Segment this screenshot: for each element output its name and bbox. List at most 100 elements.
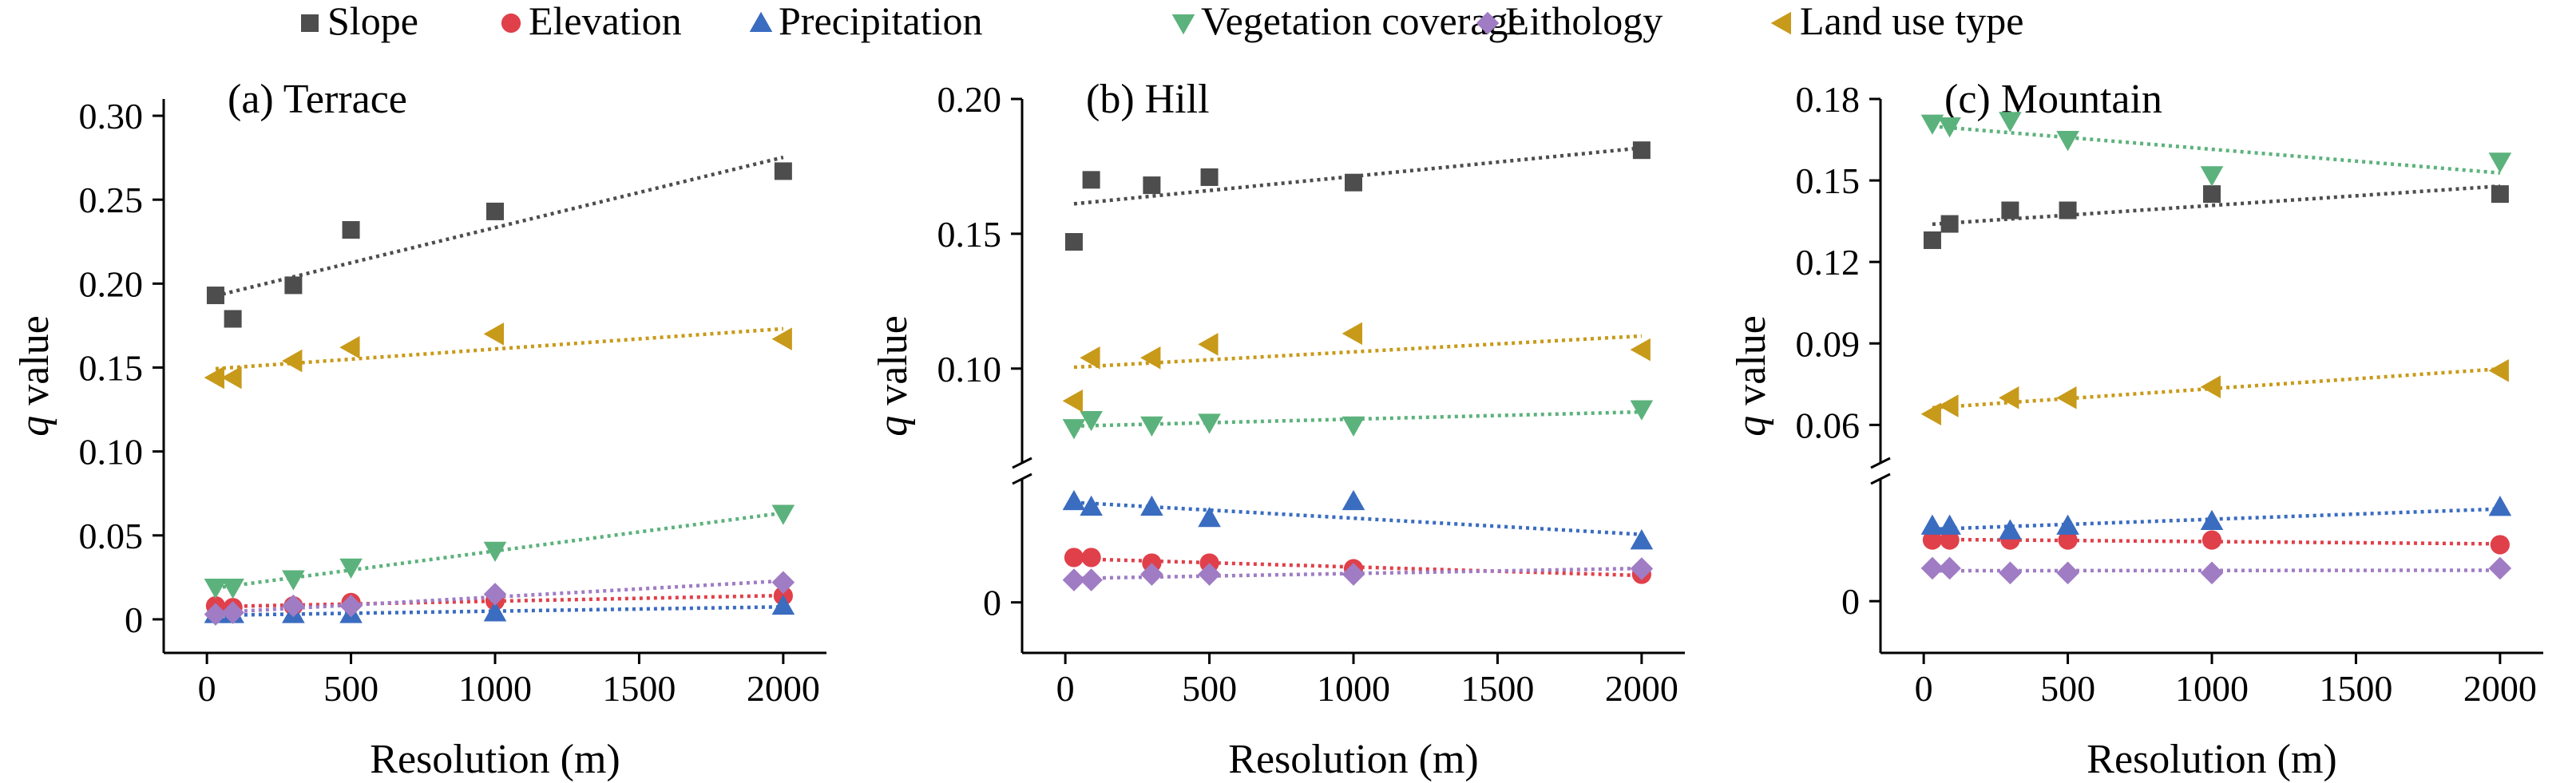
point-land-use-type	[2200, 375, 2221, 399]
trendline-elevation	[215, 593, 783, 609]
y-tick-label: 0	[1841, 581, 1860, 622]
point-precipitation	[1080, 495, 1103, 516]
y-axis-label-rest: value	[12, 315, 57, 416]
point-elevation	[2058, 530, 2078, 550]
point-elevation	[1940, 530, 1960, 550]
legend-label-vegetation-coverage: Vegetation coverage	[1201, 0, 1526, 43]
point-land-use-type	[221, 366, 242, 390]
y-axis-label-italic: q	[870, 416, 916, 437]
point-slope	[2059, 201, 2077, 219]
point-land-use-type	[1938, 394, 1959, 417]
point-vegetation-coverage	[339, 558, 363, 579]
legend-marker-slope	[301, 14, 319, 32]
point-land-use-type	[1920, 402, 1941, 426]
y-axis-label-rest: value	[870, 315, 916, 416]
point-land-use-type	[1080, 346, 1100, 370]
x-tick-label: 0	[1915, 668, 1933, 709]
x-tick-label: 2000	[1605, 668, 1678, 709]
point-vegetation-coverage	[1140, 416, 1163, 437]
point-vegetation-coverage	[2200, 166, 2224, 187]
point-lithology	[2488, 556, 2512, 580]
y-axis-label-italic: q	[12, 416, 57, 437]
legend-label-lithology: Lithology	[1505, 0, 1663, 43]
point-lithology	[1920, 556, 1944, 580]
trendline-vegetation-coverage	[215, 511, 784, 590]
point-vegetation-coverage	[221, 578, 244, 599]
point-slope	[1143, 176, 1161, 195]
trendline-lithology	[215, 579, 783, 615]
y-tick-label: 0.15	[79, 347, 144, 388]
y-tick-label: 0.20	[937, 79, 1002, 120]
x-tick-label: 1000	[1317, 668, 1390, 709]
trendline-precipitation	[215, 605, 783, 618]
point-land-use-type	[483, 322, 504, 346]
axis-break-mark	[1012, 473, 1032, 485]
legend-marker-elevation	[501, 13, 521, 34]
y-axis-label: q value	[870, 315, 916, 437]
y-tick-label: 0	[125, 599, 143, 640]
point-land-use-type	[1999, 386, 2019, 409]
point-vegetation-coverage	[1342, 416, 1365, 437]
point-lithology	[1062, 568, 1086, 591]
y-tick-label: 0.06	[1796, 405, 1861, 445]
point-precipitation	[1140, 495, 1163, 516]
legend-marker-land-use-type	[1770, 11, 1791, 35]
y-tick-label: 0.12	[1796, 242, 1861, 283]
point-precipitation	[771, 594, 795, 615]
point-land-use-type	[1630, 338, 1651, 362]
point-slope	[2491, 185, 2509, 204]
point-precipitation	[1938, 514, 1961, 535]
y-tick-label: 0.25	[79, 180, 144, 220]
y-tick-label: 0.18	[1796, 79, 1861, 120]
point-land-use-type	[1062, 390, 1083, 413]
trendline-slope	[1073, 146, 1643, 206]
point-lithology	[771, 571, 795, 594]
x-tick-label: 500	[2040, 668, 2095, 709]
point-precipitation	[1999, 519, 2022, 540]
legend-marker-vegetation-coverage	[1171, 14, 1195, 35]
point-precipitation	[2488, 496, 2512, 516]
y-tick-label: 0.15	[937, 214, 1002, 255]
point-slope	[342, 221, 360, 239]
point-vegetation-coverage	[282, 570, 305, 591]
x-axis-label: Resolution (m)	[2087, 737, 2336, 782]
axis-break-mark	[1870, 457, 1891, 469]
point-slope	[224, 310, 242, 328]
x-tick-label: 500	[1182, 668, 1237, 709]
point-slope	[1632, 141, 1651, 160]
panel-title: (c) Mountain	[1944, 77, 2162, 122]
point-land-use-type	[1198, 333, 1219, 356]
point-slope	[2001, 201, 2019, 219]
trendline-vegetation-coverage	[1932, 125, 2501, 175]
point-lithology	[1938, 556, 1961, 580]
point-elevation	[2490, 535, 2510, 555]
point-lithology	[1080, 568, 1103, 591]
x-tick-label: 1500	[2319, 668, 2392, 709]
point-elevation	[1922, 530, 1943, 550]
y-tick-label: 0.10	[937, 349, 1002, 390]
trendline-elevation	[1932, 537, 2500, 546]
point-vegetation-coverage	[771, 504, 795, 525]
point-slope	[1064, 233, 1083, 251]
point-lithology	[282, 594, 305, 618]
point-land-use-type	[282, 349, 303, 373]
y-tick-label: 0	[983, 583, 1001, 623]
legend-label-elevation: Elevation	[529, 0, 682, 43]
chart-legend: Slope Elevation Precipitation Vegetation co…	[301, 0, 2023, 43]
point-vegetation-coverage	[2488, 152, 2512, 173]
point-vegetation-coverage	[1080, 410, 1103, 432]
legend-label-precipitation: Precipitation	[779, 0, 983, 43]
point-vegetation-coverage	[2056, 131, 2079, 152]
point-vegetation-coverage	[1999, 112, 2022, 132]
point-land-use-type	[2488, 358, 2509, 382]
chart-panel-mountain: (c) Mountain 0.06 0.09 0.12 0.15 0.18 0 0 500 100…	[1729, 77, 2543, 782]
y-axis-label: q value	[12, 315, 57, 437]
trendline-precipitation	[1073, 500, 1642, 536]
x-tick-label: 500	[323, 668, 378, 709]
x-tick-label: 2000	[2463, 668, 2537, 709]
point-land-use-type	[1140, 346, 1161, 370]
trendline-lithology	[1073, 566, 1642, 580]
axis-break-mark	[1012, 457, 1032, 469]
x-axis-label: Resolution (m)	[370, 737, 620, 782]
point-slope	[486, 202, 504, 220]
